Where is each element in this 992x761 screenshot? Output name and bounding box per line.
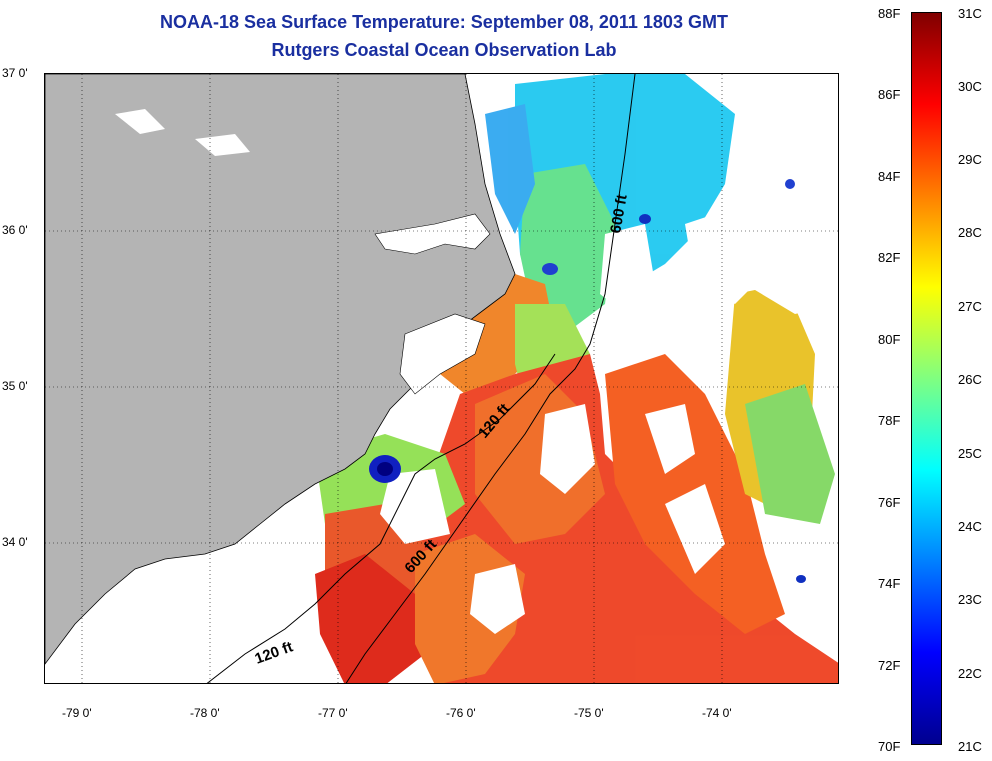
- colorbar-f-72: 72F: [878, 658, 901, 673]
- lon-label-79: -79 0': [62, 706, 92, 720]
- cold-pocket: [796, 575, 806, 583]
- colorbar-f-88: 88F: [878, 6, 901, 21]
- map-title: NOAA-18 Sea Surface Temperature: Septemb…: [160, 12, 728, 32]
- colorbar-c-23: 23C: [958, 592, 982, 607]
- colorbar-c-24: 24C: [958, 519, 982, 534]
- colorbar-c-28: 28C: [958, 225, 982, 240]
- colorbar-c-26: 26C: [958, 372, 982, 387]
- colorbar-f-74: 74F: [878, 576, 901, 591]
- lat-label-36: 36 0': [2, 223, 28, 237]
- lat-label-35: 35 0': [2, 379, 28, 393]
- colorbar-c-25: 25C: [958, 446, 982, 461]
- cloud-gap: [540, 404, 595, 494]
- colorbar-f-78: 78F: [878, 413, 901, 428]
- depth-contour-600ft: [345, 74, 636, 683]
- sst-patch-far-east-green: [745, 384, 835, 524]
- coastline-land: [45, 74, 516, 665]
- graticule: [45, 74, 838, 683]
- lat-label-34: 34 0': [2, 535, 28, 549]
- colorbar-f-86: 86F: [878, 87, 901, 102]
- sst-map[interactable]: 600 ft 120 ft 600 ft 120 ft: [44, 73, 839, 684]
- cold-pocket: [639, 214, 651, 224]
- cold-pockets: [369, 179, 806, 583]
- pamlico-sound: [399, 313, 486, 395]
- colorbar-c-31: 31C: [958, 6, 982, 21]
- colorbar-c-22: 22C: [958, 666, 982, 681]
- sst-patch-offshore-left: [485, 104, 535, 234]
- cloud-gap: [735, 154, 838, 314]
- colorbar-c-21: 21C: [958, 739, 982, 754]
- cold-pocket: [785, 179, 795, 189]
- river-inlet: [195, 134, 250, 156]
- river-inlet: [115, 109, 165, 134]
- colorbar-c-29: 29C: [958, 152, 982, 167]
- colorbar-f-84: 84F: [878, 169, 901, 184]
- lon-label-75: -75 0': [574, 706, 604, 720]
- cloud-gap: [665, 484, 725, 574]
- colorbar-f-70: 70F: [878, 739, 901, 754]
- cloud-gap: [600, 224, 655, 314]
- albemarle-sound: [374, 213, 491, 255]
- sst-patch-south-red: [315, 554, 425, 683]
- cloud-gaps: [380, 154, 838, 634]
- cold-pocket: [542, 263, 558, 275]
- map-subtitle: Rutgers Coastal Ocean Observation Lab: [271, 40, 617, 60]
- lon-label-78: -78 0': [190, 706, 220, 720]
- colorbar-f-82: 82F: [878, 250, 901, 265]
- cloud-gap: [645, 404, 695, 474]
- lon-label-77: -77 0': [318, 706, 348, 720]
- lon-label-74: -74 0': [702, 706, 732, 720]
- colorbar-f-76: 76F: [878, 495, 901, 510]
- cloud-gap: [470, 564, 525, 634]
- lat-label-37: 37 0': [2, 66, 28, 80]
- cold-pocket: [377, 462, 393, 476]
- depth-contour-120ft: [206, 353, 556, 683]
- lon-label-76: -76 0': [446, 706, 476, 720]
- colorbar-f-80: 80F: [878, 332, 901, 347]
- cloud-gap: [380, 469, 450, 544]
- depth-label-600-north: 600 ft: [607, 193, 631, 235]
- colorbar-c-30: 30C: [958, 79, 982, 94]
- colorbar-c-27: 27C: [958, 299, 982, 314]
- temperature-colorbar: [911, 12, 942, 745]
- depth-contours: [206, 74, 636, 683]
- land-mass: [45, 74, 516, 665]
